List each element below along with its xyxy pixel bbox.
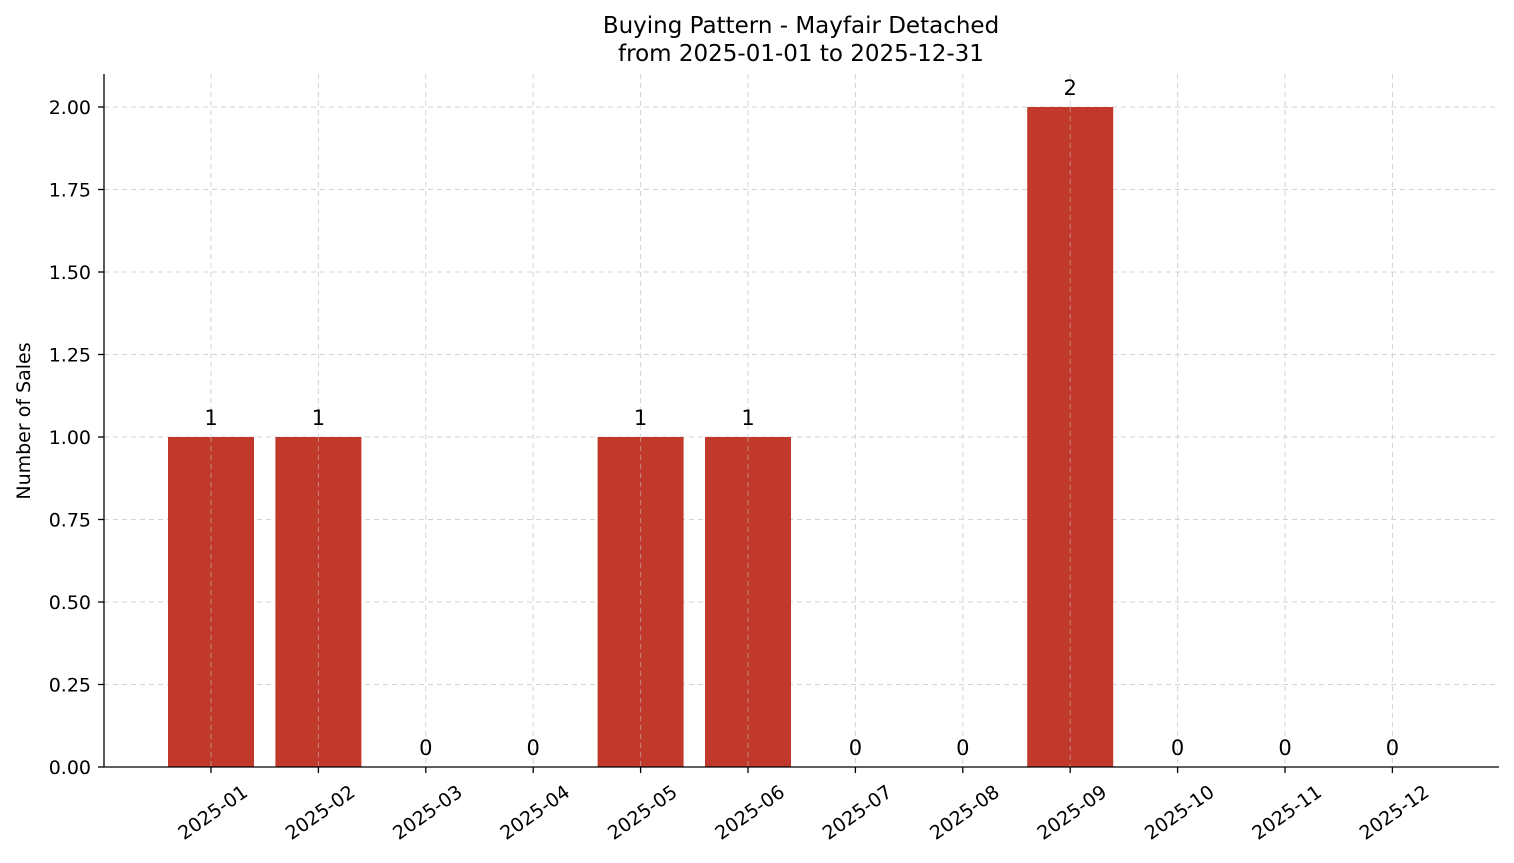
y-tick-label: 1.75: [49, 180, 91, 202]
x-tick-label: 2025-02: [282, 781, 360, 845]
bar-value-label: 0: [419, 736, 432, 760]
x-tick-label: 2025-06: [711, 781, 789, 845]
x-tick-label: 2025-05: [604, 781, 682, 845]
y-tick-label: 1.00: [49, 427, 91, 449]
y-axis-label: Number of Sales: [13, 342, 35, 499]
y-tick-label: 1.50: [49, 262, 91, 284]
x-tick-label: 2025-04: [496, 781, 574, 845]
x-tick-label: 2025-08: [926, 781, 1004, 845]
x-tick-label: 2025-10: [1141, 781, 1219, 845]
bars: [168, 107, 1114, 767]
x-tick-label: 2025-07: [819, 781, 897, 845]
x-tick-label: 2025-01: [174, 781, 252, 845]
bar-value-label: 0: [1278, 736, 1291, 760]
y-tick-label: 0.50: [49, 592, 91, 614]
y-tick-label: 0.75: [49, 510, 91, 532]
bar-value-label: 0: [849, 736, 862, 760]
chart-subtitle: from 2025-01-01 to 2025-12-31: [618, 41, 984, 67]
grid: [104, 74, 1499, 768]
data-labels: 1 1 0 0 1 1 0 0 2 0 0 0: [204, 76, 1399, 760]
x-tick-label: 2025-12: [1356, 781, 1434, 845]
y-tick-label: 1.25: [49, 345, 91, 367]
bar-value-label: 2: [1064, 76, 1077, 100]
chart-title: Buying Pattern - Mayfair Detached: [603, 13, 999, 39]
bar-value-label: 0: [527, 736, 540, 760]
x-tick-label: 2025-11: [1248, 781, 1326, 845]
bar-value-label: 0: [1386, 736, 1399, 760]
y-tick-label: 0.00: [49, 757, 91, 779]
y-tick-label: 0.25: [49, 675, 91, 697]
bar-value-label: 1: [312, 406, 325, 430]
x-ticks: 2025-01 2025-02 2025-03 2025-04 2025-05 2025-…: [174, 767, 1433, 845]
bar-value-label: 0: [956, 736, 969, 760]
bar-value-label: 1: [634, 406, 647, 430]
x-tick-label: 2025-03: [389, 781, 467, 845]
x-tick-label: 2025-09: [1033, 781, 1111, 845]
bar-value-label: 0: [1171, 736, 1184, 760]
y-tick-label: 2.00: [49, 97, 91, 119]
y-ticks: 0.00 0.25 0.50 0.75 1.00 1.25 1.50 1.75 2.00: [49, 97, 104, 779]
bar-value-label: 1: [741, 406, 754, 430]
bar-value-label: 1: [204, 406, 217, 430]
